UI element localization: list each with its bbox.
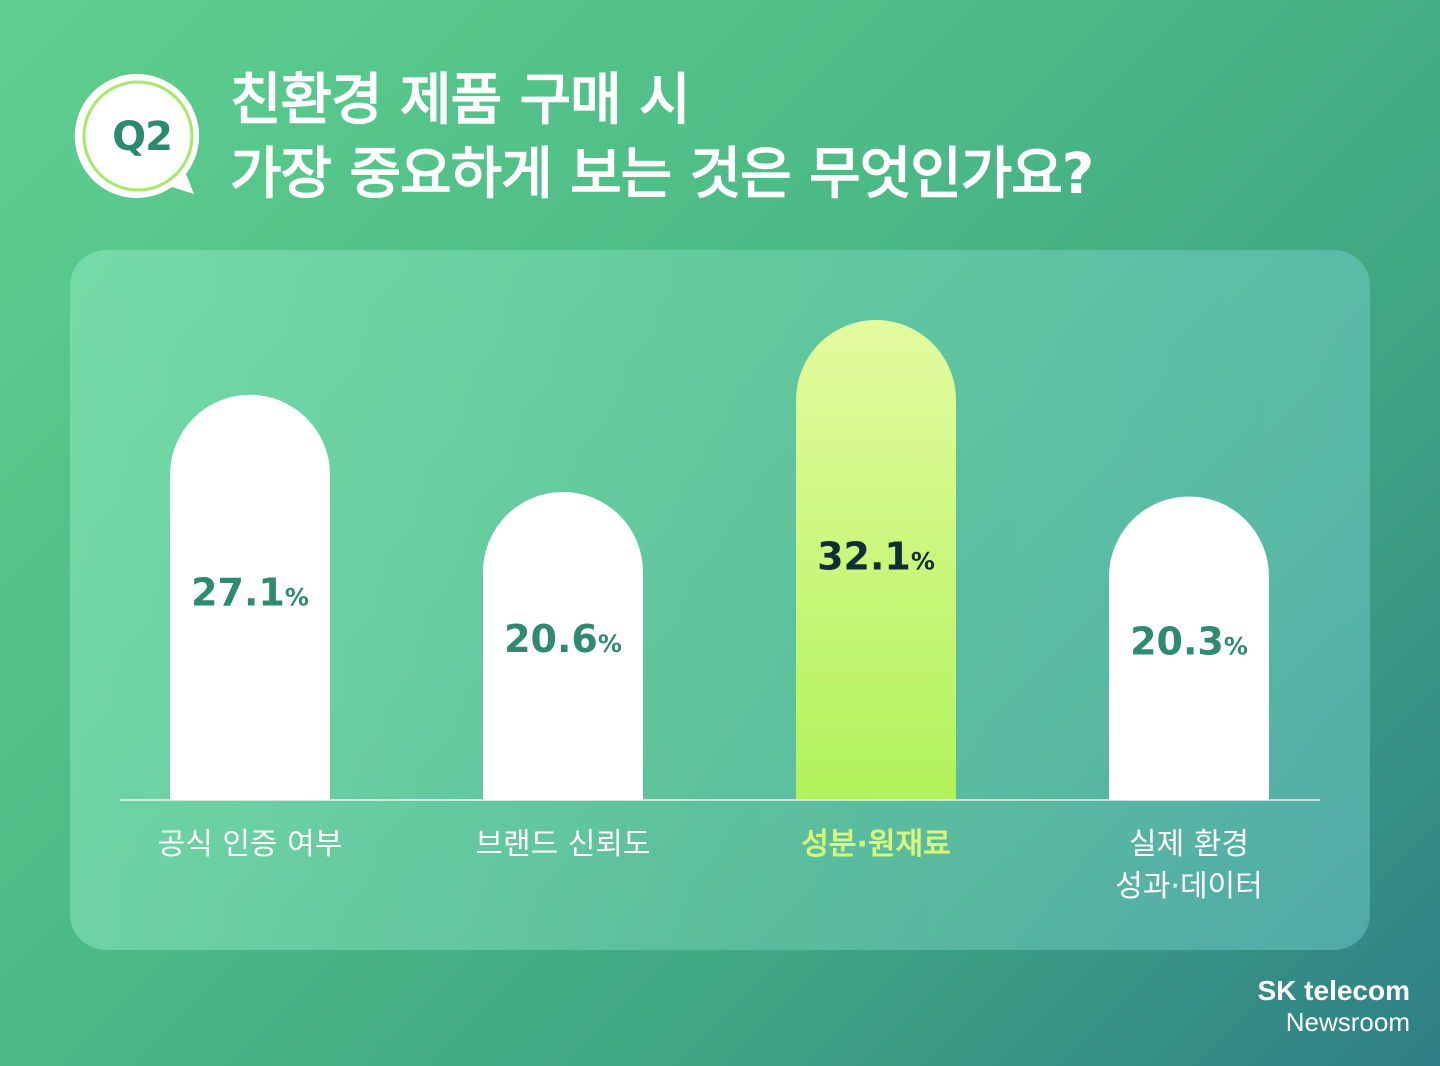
category-label-3: 실제 환경 성과·데이터 [1115, 827, 1263, 904]
footer-logo: SK telecom Newsroom [1258, 976, 1411, 1038]
bar-3 [1109, 496, 1269, 800]
question-badge: Q2 [72, 70, 200, 198]
value-label-1: 20.6% [504, 617, 622, 661]
value-label-0: 27.1% [191, 570, 309, 614]
value-label-2: 32.1% [817, 535, 935, 579]
badge-label: Q2 [112, 114, 173, 160]
title-line-2: 가장 중요하게 보는 것은 무엇인가요? [230, 142, 1094, 207]
speech-bubble-icon [74, 73, 200, 198]
value-label-3: 20.3% [1130, 619, 1248, 663]
bar-chart: 27.1% 20.6% 32.1% 20.3% 공식 인증 여부 브랜드 신뢰도 성분·원… [120, 320, 1320, 904]
category-label-0: 공식 인증 여부 [158, 827, 343, 862]
bar-1 [483, 491, 643, 800]
category-label-1: 브랜드 신뢰도 [475, 827, 650, 862]
chart-panel: 27.1% 20.6% 32.1% 20.3% 공식 인증 여부 브랜드 신뢰도 성분·원… [70, 250, 1370, 950]
title-line-1: 친환경 제품 구매 시 [230, 68, 691, 133]
bar-0 [170, 394, 330, 800]
bar-2 [796, 320, 956, 800]
page-title: 친환경 제품 구매 시 가장 중요하게 보는 것은 무엇인가요? [230, 64, 1094, 212]
brand-logo: SK telecom [1257, 975, 1411, 1006]
category-label-2: 성분·원재료 [801, 827, 950, 862]
newsroom-label: Newsroom [1285, 1007, 1410, 1037]
